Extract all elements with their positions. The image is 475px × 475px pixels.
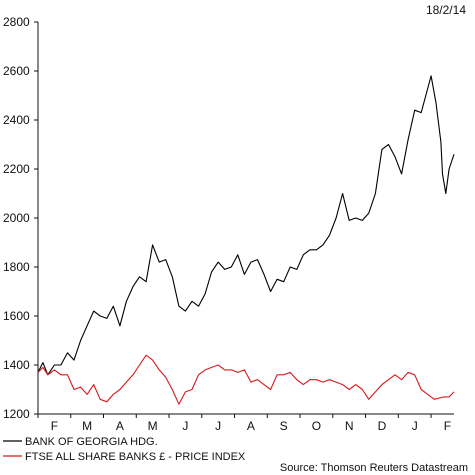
legend-label-ftse-banks: FTSE ALL SHARE BANKS £ - PRICE INDEX	[25, 451, 246, 463]
x-month-label: M	[148, 419, 158, 433]
y-tick-label: 2200	[3, 162, 30, 176]
y-tick-label: 1400	[3, 358, 30, 372]
x-month-label: J	[182, 419, 188, 433]
x-month-label: M	[82, 419, 92, 433]
series-layer	[37, 75, 455, 405]
x-month-label: J	[215, 419, 221, 433]
x-month-label: A	[116, 419, 124, 433]
date-stamp: 18/2/14	[426, 3, 466, 17]
y-tick-label: 1200	[3, 407, 30, 421]
x-month-label: N	[345, 419, 354, 433]
y-tick-label: 2600	[3, 64, 30, 78]
y-tick-label: 2400	[3, 113, 30, 127]
series-line-bank-of-georgia	[37, 75, 455, 376]
x-month-label: O	[312, 419, 321, 433]
x-month-label: J	[412, 419, 418, 433]
source-note: Source: Thomson Reuters Datastream	[280, 462, 468, 474]
x-month-label: S	[280, 419, 288, 433]
y-tick-label: 2800	[3, 15, 30, 29]
y-tick-label: 2000	[3, 211, 30, 225]
x-month-label: F	[444, 419, 451, 433]
legend-label-bank-of-georgia: BANK OF GEORGIA HDG.	[25, 436, 158, 448]
y-tick-label: 1800	[3, 260, 30, 274]
x-month-label: D	[378, 419, 387, 433]
y-tick-label: 1600	[3, 309, 30, 323]
y-axis-ticks: 1200 1400 1600 1800 2000 2200 2400 2600 2800	[3, 15, 38, 421]
series-line-ftse-banks	[37, 354, 455, 405]
x-month-label: A	[247, 419, 255, 433]
x-month-label: F	[51, 419, 58, 433]
